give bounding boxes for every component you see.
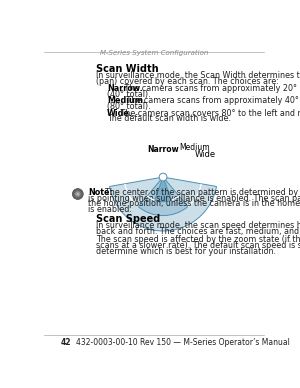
Text: is enabled.: is enabled. bbox=[88, 205, 132, 214]
Text: In surveillance mode, the scan speed determines how quickly the camera scans: In surveillance mode, the scan speed det… bbox=[96, 221, 300, 230]
Text: Medium: Medium bbox=[179, 142, 210, 152]
Text: (pan) covered by each scan. The choices are:: (pan) covered by each scan. The choices … bbox=[96, 76, 278, 86]
Text: scans at a slower rate). The default scan speed is slow; try all three settings : scans at a slower rate). The default sca… bbox=[96, 241, 300, 250]
Circle shape bbox=[72, 189, 83, 199]
Text: is pointing when surveillance is enabled. The scan pattern is not centered about: is pointing when surveillance is enabled… bbox=[88, 194, 300, 203]
Wedge shape bbox=[110, 177, 217, 231]
Text: 42: 42 bbox=[61, 338, 71, 346]
Circle shape bbox=[76, 192, 80, 196]
Text: The camera scan covers 80° to the left and right of center (160° total).: The camera scan covers 80° to the left a… bbox=[118, 109, 300, 118]
Text: Scan Speed: Scan Speed bbox=[96, 214, 160, 224]
Text: The camera scans from approximately 40° left and right of center: The camera scans from approximately 40° … bbox=[124, 96, 300, 105]
Text: 432-0003-00-10 Rev 150 — M-Series Operator’s Manual: 432-0003-00-10 Rev 150 — M-Series Operat… bbox=[76, 338, 290, 346]
Text: determine which is best for your installation.: determine which is best for your install… bbox=[96, 247, 276, 256]
Text: The scan speed is affected by the zoom state (if the camera is zoomed in, it: The scan speed is affected by the zoom s… bbox=[96, 235, 300, 244]
Text: back and forth. The choices are fast, medium, and slow.: back and forth. The choices are fast, me… bbox=[96, 227, 300, 236]
Text: (80° total).: (80° total). bbox=[107, 102, 151, 111]
Wedge shape bbox=[154, 177, 172, 202]
Text: The camera scans from approximately 20° left and right of center: The camera scans from approximately 20° … bbox=[122, 84, 300, 93]
Text: Wide: Wide bbox=[195, 150, 216, 159]
Text: (40° total).: (40° total). bbox=[107, 90, 151, 99]
Text: Wide.: Wide. bbox=[107, 109, 133, 118]
Text: Narrow.: Narrow. bbox=[107, 84, 143, 93]
Text: In surveillance mode, the Scan Width determines the range of horizontal azimuth: In surveillance mode, the Scan Width det… bbox=[96, 71, 300, 80]
Text: The default scan width is wide.: The default scan width is wide. bbox=[107, 114, 231, 123]
Text: the home position, unless the camera is in the home position when surveillance: the home position, unless the camera is … bbox=[88, 199, 300, 208]
Text: The center of the scan pattern is determined by the direction the camera: The center of the scan pattern is determ… bbox=[100, 188, 300, 197]
Text: Medium.: Medium. bbox=[107, 96, 146, 105]
Circle shape bbox=[159, 173, 167, 181]
Wedge shape bbox=[138, 177, 188, 216]
Text: Scan Width: Scan Width bbox=[96, 64, 158, 73]
Circle shape bbox=[75, 191, 81, 197]
Text: Note:: Note: bbox=[88, 188, 112, 197]
Text: M-Series System Configuration: M-Series System Configuration bbox=[100, 50, 208, 56]
Text: Narrow: Narrow bbox=[147, 145, 179, 154]
